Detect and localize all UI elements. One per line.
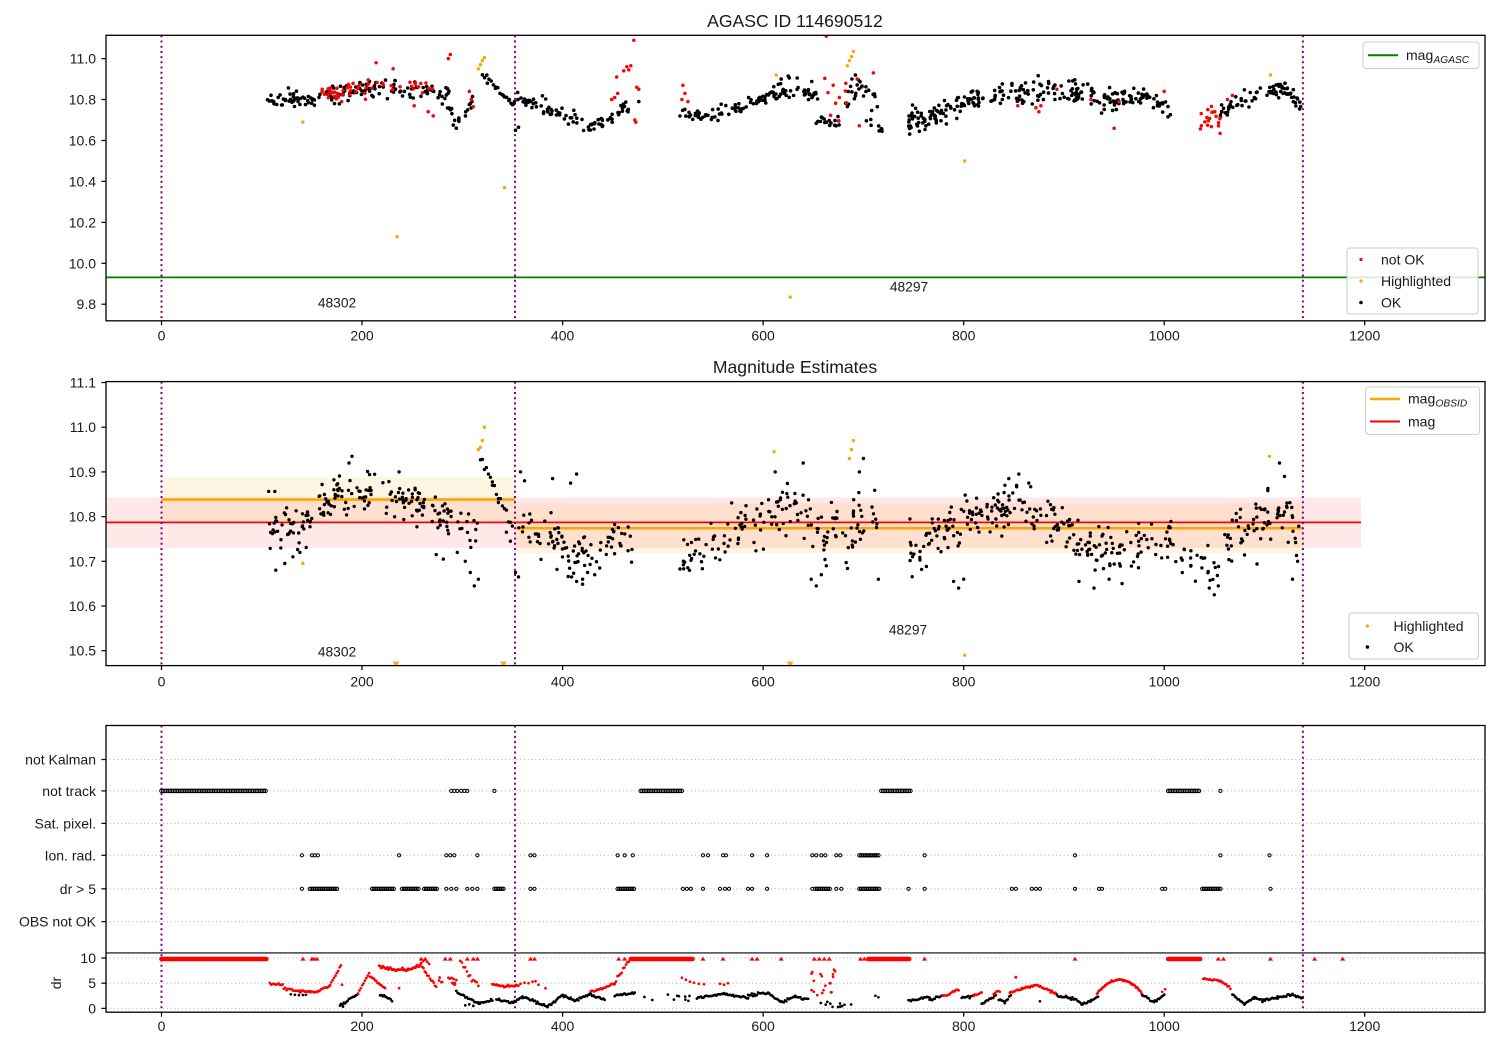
svg-text:mag: mag bbox=[1408, 414, 1435, 430]
svg-text:10.7: 10.7 bbox=[69, 553, 96, 569]
svg-text:1200: 1200 bbox=[1349, 674, 1380, 690]
svg-text:10.5: 10.5 bbox=[69, 643, 96, 659]
svg-text:600: 600 bbox=[751, 328, 775, 344]
svg-text:11.1: 11.1 bbox=[70, 375, 96, 391]
svg-text:400: 400 bbox=[551, 674, 575, 690]
svg-text:48297: 48297 bbox=[890, 280, 928, 295]
svg-text:OBSID: OBSID bbox=[1436, 399, 1468, 410]
svg-text:10.2: 10.2 bbox=[69, 214, 96, 230]
svg-text:Sat. pixel.: Sat. pixel. bbox=[35, 815, 96, 831]
svg-text:0: 0 bbox=[158, 1018, 166, 1034]
svg-text:Magnitude Estimates: Magnitude Estimates bbox=[713, 357, 877, 377]
svg-text:9.8: 9.8 bbox=[77, 296, 97, 312]
svg-text:400: 400 bbox=[551, 1018, 575, 1034]
svg-text:10.6: 10.6 bbox=[69, 133, 96, 149]
svg-text:0: 0 bbox=[158, 674, 166, 690]
svg-text:Highlighted: Highlighted bbox=[1381, 273, 1451, 289]
svg-text:800: 800 bbox=[952, 328, 976, 344]
svg-text:1200: 1200 bbox=[1349, 328, 1380, 344]
svg-text:600: 600 bbox=[751, 1018, 775, 1034]
svg-text:1000: 1000 bbox=[1149, 674, 1180, 690]
svg-text:1200: 1200 bbox=[1349, 1018, 1380, 1034]
svg-text:200: 200 bbox=[350, 328, 374, 344]
svg-text:10.8: 10.8 bbox=[69, 509, 96, 525]
svg-text:200: 200 bbox=[350, 674, 374, 690]
svg-text:dr > 5: dr > 5 bbox=[60, 881, 96, 897]
svg-text:48302: 48302 bbox=[318, 296, 356, 311]
svg-text:10.6: 10.6 bbox=[69, 598, 96, 614]
svg-text:10: 10 bbox=[80, 950, 96, 966]
svg-text:200: 200 bbox=[350, 1018, 374, 1034]
svg-text:Ion. rad.: Ion. rad. bbox=[45, 847, 96, 863]
svg-text:Highlighted: Highlighted bbox=[1394, 618, 1464, 634]
svg-text:mag: mag bbox=[1408, 391, 1435, 407]
svg-text:AGASC ID 114690512: AGASC ID 114690512 bbox=[707, 11, 883, 31]
svg-text:48297: 48297 bbox=[889, 623, 927, 638]
svg-text:400: 400 bbox=[551, 328, 575, 344]
svg-text:OBS not OK: OBS not OK bbox=[19, 914, 97, 930]
svg-text:not OK: not OK bbox=[1381, 252, 1425, 268]
svg-text:1000: 1000 bbox=[1149, 1018, 1180, 1034]
svg-text:800: 800 bbox=[952, 1018, 976, 1034]
svg-text:OK: OK bbox=[1394, 639, 1415, 655]
svg-text:800: 800 bbox=[952, 674, 976, 690]
svg-text:48302: 48302 bbox=[318, 645, 356, 660]
svg-text:not Kalman: not Kalman bbox=[25, 752, 96, 768]
svg-text:mag: mag bbox=[1406, 47, 1433, 63]
svg-text:10.4: 10.4 bbox=[69, 173, 96, 189]
svg-text:AGASC: AGASC bbox=[1433, 55, 1470, 66]
svg-text:10.0: 10.0 bbox=[69, 255, 96, 271]
svg-text:10.8: 10.8 bbox=[69, 92, 96, 108]
svg-text:5: 5 bbox=[88, 975, 96, 991]
svg-text:11.0: 11.0 bbox=[70, 51, 96, 67]
svg-text:not track: not track bbox=[42, 783, 97, 799]
svg-text:dr: dr bbox=[48, 976, 64, 989]
svg-text:OK: OK bbox=[1381, 295, 1402, 311]
svg-text:0: 0 bbox=[158, 328, 166, 344]
svg-text:11.0: 11.0 bbox=[70, 419, 96, 435]
svg-text:1000: 1000 bbox=[1149, 328, 1180, 344]
svg-text:600: 600 bbox=[751, 674, 775, 690]
svg-text:0: 0 bbox=[88, 1000, 96, 1016]
svg-text:10.9: 10.9 bbox=[69, 464, 96, 480]
